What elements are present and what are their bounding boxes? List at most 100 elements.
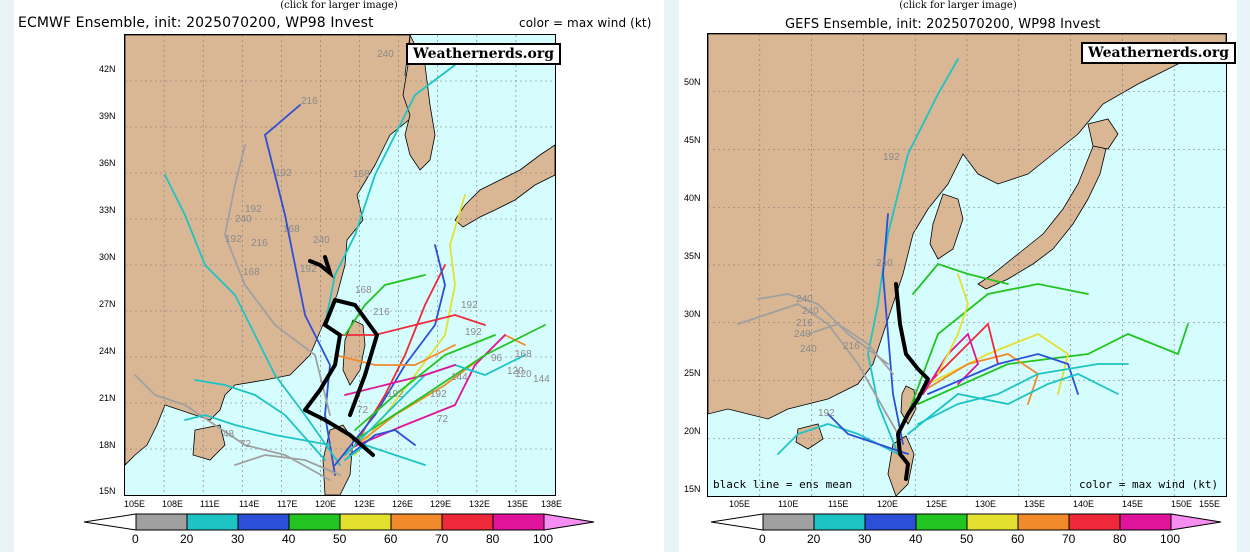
legend-tick: 30 [231, 532, 245, 546]
hour-label: 216 [301, 96, 318, 107]
hour-label: 240 [235, 214, 252, 225]
gefs-map[interactable]: 192 240 240 216 240 216 240 192 240 [707, 33, 1227, 497]
hour-label: 48 [223, 429, 235, 440]
legend-tick: 50 [960, 532, 974, 546]
legend-swatch-30 [864, 513, 917, 531]
hour-label: 144 [533, 374, 550, 385]
ensemble-tracks [134, 64, 546, 481]
map-canvas: 240 216 192 168 240 192 192 216 168 192 … [125, 35, 555, 495]
korea [402, 35, 436, 171]
lon-label: 115E [828, 499, 849, 509]
hour-label: 216 [373, 307, 390, 318]
lon-label: 120E [877, 499, 899, 509]
ensemble-mean-track [894, 282, 930, 481]
hour-label: 120 [507, 366, 524, 377]
hour-label: 192 [225, 234, 242, 245]
ecmwf-map[interactable]: 240 216 192 168 240 192 192 216 168 192 … [124, 34, 556, 496]
lat-label: 30N [99, 252, 116, 262]
click-note[interactable]: (click for larger image) [899, 0, 1017, 11]
legend-tick: 60 [384, 532, 398, 546]
hour-label: 168 [283, 224, 300, 235]
hour-label: 192 [245, 204, 262, 215]
click-note[interactable]: (click for larger image) [280, 0, 398, 11]
track [757, 293, 889, 365]
hour-label: 192 [300, 264, 317, 275]
legend-swatch-70 [1068, 513, 1121, 531]
lat-label: 30N [684, 309, 701, 319]
lon-label: 105E [124, 499, 146, 509]
track [917, 363, 1129, 425]
legend-tick: 60 [1011, 532, 1025, 546]
hour-label: 168 [243, 267, 260, 278]
track [349, 333, 526, 451]
color-note: color = max wind (kt) [1079, 478, 1219, 491]
legend-tick: 30 [858, 532, 872, 546]
hour-label: 240 [876, 258, 893, 269]
lat-label: 15N [99, 486, 116, 496]
legend-swatch-20 [813, 513, 866, 531]
lon-label: 105E [729, 499, 751, 509]
mainland-asia [125, 35, 421, 466]
lat-label: 35N [684, 251, 701, 261]
track [917, 353, 1040, 405]
legend-swatch-0 [135, 513, 188, 531]
legend-swatch-60 [390, 513, 443, 531]
lon-label: 126E [392, 499, 414, 509]
lon-label: 110E [778, 499, 799, 509]
track [937, 273, 969, 375]
track [344, 443, 426, 466]
hour-label: 240 [802, 306, 819, 317]
wind-color-legend [711, 513, 1222, 531]
legend-tick: 100 [533, 532, 554, 546]
hour-label: 240 [794, 329, 811, 340]
legend-swatch-70 [441, 513, 494, 531]
map-canvas: 192 240 240 216 240 216 240 192 240 [708, 34, 1226, 496]
lat-label: 24N [99, 346, 116, 356]
lon-label: 138E [541, 499, 563, 509]
track [334, 344, 456, 366]
gefs-panel[interactable]: (click for larger image) GEFS Ensemble, … [679, 0, 1237, 552]
track [234, 454, 341, 476]
legend-tick: 20 [180, 532, 194, 546]
track [224, 144, 331, 416]
ens-mean-note: black line = ens mean [713, 478, 853, 491]
track [807, 323, 894, 375]
track [917, 323, 1189, 405]
lon-label: 120E [315, 499, 337, 509]
panel-title: GEFS Ensemble, init: 2025070200, WP98 In… [785, 17, 1101, 32]
legend-tick: 20 [807, 532, 821, 546]
legend-arrow-left [84, 513, 137, 531]
lon-label: 111E [200, 499, 220, 509]
track [912, 262, 1009, 295]
hour-label: 72 [437, 414, 449, 425]
track [777, 423, 899, 455]
ecmwf-panel[interactable]: (click for larger image) ECMWF Ensemble,… [14, 0, 664, 552]
legend-tick: 80 [486, 532, 500, 546]
hour-label: 72 [240, 439, 252, 450]
legend-swatch-80 [1119, 513, 1172, 531]
lat-label: 33N [99, 205, 116, 215]
track [184, 414, 331, 446]
track [334, 244, 446, 466]
track [134, 374, 331, 481]
hainan [795, 423, 824, 450]
watermark: Weathernerds.org [1081, 42, 1236, 64]
track [339, 314, 486, 336]
hour-label: 168 [353, 169, 370, 180]
hour-label: 216 [251, 238, 268, 249]
hour-label: 240 [313, 235, 330, 246]
lat-label: 50N [684, 77, 701, 87]
hour-label: 216 [843, 341, 860, 352]
legend-tick: 70 [435, 532, 449, 546]
legend-swatch-30 [237, 513, 290, 531]
forecast-hour-labels: 192 240 240 216 240 216 240 192 240 [794, 152, 900, 419]
wind-color-legend [84, 513, 595, 531]
lon-label: 135E [1024, 499, 1046, 509]
legend-tick: 40 [909, 532, 923, 546]
hour-label: 192 [430, 389, 447, 400]
legend-swatch-80 [492, 513, 545, 531]
track [354, 334, 496, 431]
track [344, 364, 456, 396]
forecast-hour-labels: 240 216 192 168 240 192 192 216 168 192 … [223, 49, 550, 450]
lat-label: 39N [99, 111, 116, 121]
